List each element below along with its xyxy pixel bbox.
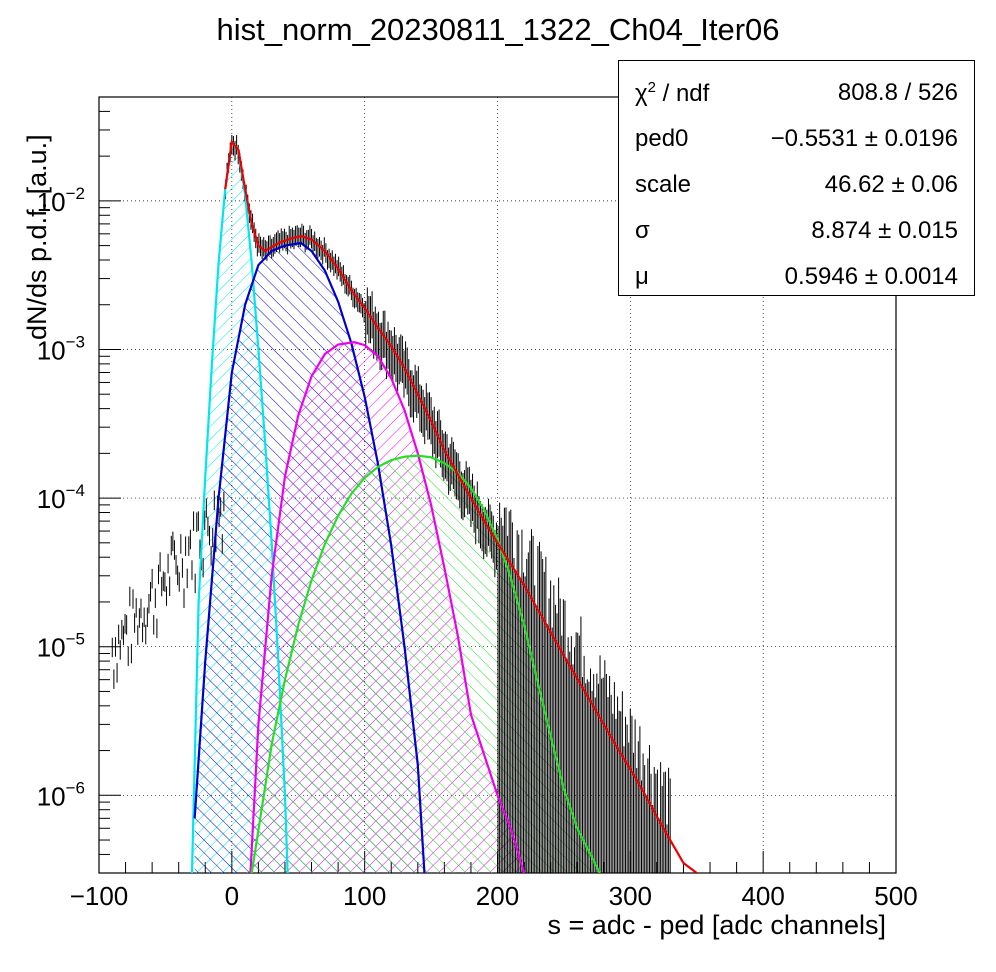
stat-row-chi2: χ2 / ndf 808.8 / 526: [619, 69, 974, 115]
stat-key: ped0: [635, 125, 689, 152]
y-tick-label: 10−3: [37, 332, 85, 365]
stat-key: σ: [635, 217, 650, 244]
plot-area: [111, 135, 698, 873]
y-tick-exponent: −5: [66, 630, 85, 649]
stat-value: 808.8 / 526: [837, 79, 958, 106]
y-tick-label: 10−4: [37, 481, 85, 514]
stat-row-scale: scale 46.62 ± 0.06: [619, 161, 974, 207]
x-tick-label: 200: [476, 881, 519, 911]
stat-key: χ: [635, 80, 648, 107]
x-tick-label: 0: [225, 881, 239, 911]
fit-statistics-box: χ2 / ndf 808.8 / 526 ped0 −0.5531 ± 0.01…: [618, 60, 975, 296]
x-tick-label: −100: [70, 881, 129, 911]
x-axis-label: s = adc - ped [adc channels]: [547, 910, 886, 940]
stat-key-rest: / ndf: [655, 80, 710, 107]
x-tick-label: 500: [874, 881, 917, 911]
total-fit-curve: [224, 139, 698, 873]
stat-row-mu: μ 0.5946 ± 0.0014: [619, 253, 974, 299]
stat-key: scale: [635, 171, 692, 198]
stat-value: −0.5531 ± 0.0196: [770, 125, 958, 152]
stat-row-sigma: σ 8.874 ± 0.015: [619, 207, 974, 253]
y-tick-exponent: −6: [66, 778, 85, 797]
y-tick-label: 10−6: [37, 778, 85, 811]
component-curve-2: [249, 341, 526, 873]
x-tick-label: 100: [343, 881, 386, 911]
component-curve-3: [250, 454, 601, 873]
y-tick-label: 10−5: [37, 630, 85, 663]
y-tick-exponent: −2: [66, 184, 85, 203]
x-tick-label: 300: [609, 881, 652, 911]
chart-title: hist_norm_20230811_1322_Ch04_Iter06: [216, 12, 780, 47]
stat-key-sup: 2: [647, 79, 656, 96]
stat-value: 0.5946 ± 0.0014: [784, 263, 958, 290]
stat-row-ped0: ped0 −0.5531 ± 0.0196: [619, 115, 974, 161]
y-axis-label: dN/ds p.d.f. [a.u.]: [22, 134, 52, 340]
stat-value: 46.62 ± 0.06: [824, 171, 958, 198]
component-curve-1: [193, 241, 426, 873]
stat-value: 8.874 ± 0.015: [811, 217, 958, 244]
stat-key: μ: [635, 263, 649, 290]
y-tick-exponent: −3: [66, 332, 85, 351]
y-tick-exponent: −4: [66, 481, 85, 500]
x-tick-label: 400: [741, 881, 784, 911]
